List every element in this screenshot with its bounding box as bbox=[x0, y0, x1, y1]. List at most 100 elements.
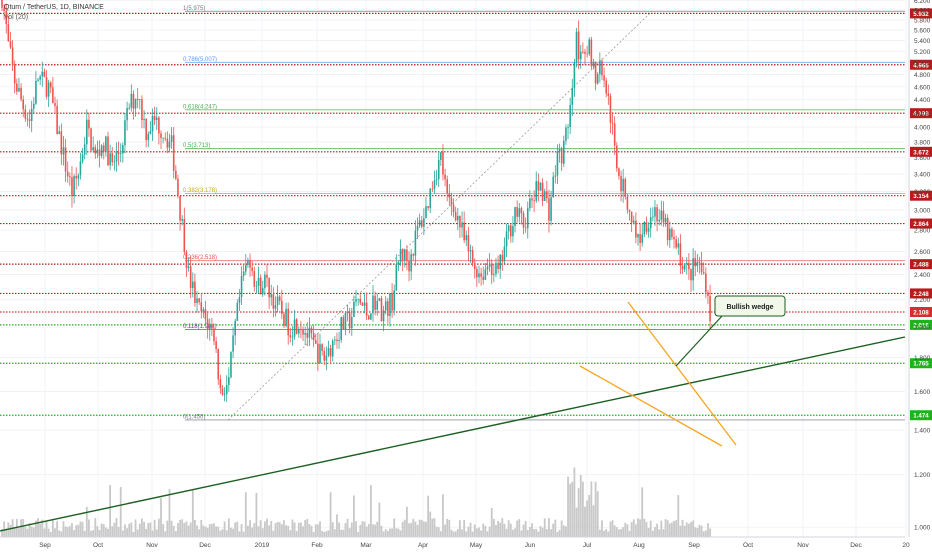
volume-bar bbox=[378, 502, 381, 537]
volume-bar bbox=[558, 530, 561, 537]
volume-bar bbox=[96, 526, 99, 537]
candle-body bbox=[529, 198, 531, 209]
candle-body bbox=[654, 207, 656, 217]
candle-body bbox=[620, 176, 622, 192]
volume-bar bbox=[645, 521, 648, 537]
candle-body bbox=[185, 252, 188, 269]
volume-bar bbox=[492, 518, 495, 537]
candle-body bbox=[694, 258, 697, 267]
candle-body bbox=[56, 105, 58, 134]
candle-body bbox=[660, 210, 663, 220]
candle-body bbox=[584, 51, 586, 54]
candle-body bbox=[685, 262, 688, 265]
x-tick-label: Jul bbox=[583, 542, 592, 549]
candle-body bbox=[692, 258, 694, 281]
volume-bar bbox=[41, 519, 44, 537]
candle-body bbox=[64, 147, 67, 172]
candle-body bbox=[397, 261, 400, 265]
candle-body bbox=[107, 136, 109, 166]
volume-bar bbox=[662, 529, 665, 537]
candle-body bbox=[162, 137, 164, 139]
volume-bar bbox=[702, 531, 705, 537]
volume-bar bbox=[230, 527, 232, 537]
candle-body bbox=[272, 294, 275, 309]
volume-bar bbox=[412, 518, 415, 537]
candle-body bbox=[245, 265, 247, 272]
volume-bar bbox=[660, 520, 663, 537]
volume-indicator-label[interactable]: Vol (20) bbox=[4, 14, 29, 21]
candle-body bbox=[478, 273, 480, 278]
candle-body bbox=[58, 131, 61, 134]
volume-bar bbox=[221, 529, 224, 537]
candle-body bbox=[128, 107, 130, 109]
volume-bar bbox=[348, 528, 351, 537]
candle-body bbox=[130, 93, 133, 108]
candle-body bbox=[351, 317, 353, 329]
candle-body bbox=[590, 39, 593, 67]
candle-body bbox=[217, 348, 220, 380]
candle-body bbox=[266, 274, 268, 278]
candle-body bbox=[261, 288, 264, 295]
candle-body bbox=[359, 298, 362, 304]
volume-bar bbox=[104, 527, 107, 537]
volume-bar bbox=[75, 525, 78, 537]
candle-body bbox=[389, 293, 391, 316]
candle-body bbox=[251, 267, 253, 272]
candle-body bbox=[236, 302, 239, 321]
volume-bar bbox=[138, 523, 141, 537]
x-tick-label: Feb bbox=[311, 542, 323, 549]
candle-body bbox=[518, 208, 521, 217]
candle-body bbox=[705, 273, 707, 293]
candle-body bbox=[677, 243, 680, 248]
volume-bar bbox=[598, 529, 601, 537]
volume-bar bbox=[179, 519, 181, 537]
candle-body bbox=[100, 145, 103, 156]
y-tick-label: 1.200 bbox=[914, 472, 931, 479]
candle-body bbox=[378, 298, 381, 301]
volume-bar bbox=[117, 526, 120, 537]
volume-bar bbox=[520, 530, 523, 537]
candle-body bbox=[465, 235, 468, 241]
candle-body bbox=[639, 234, 641, 243]
candle-body bbox=[270, 294, 273, 298]
candle-body bbox=[404, 249, 406, 261]
candle-body bbox=[26, 118, 29, 120]
candle-body bbox=[658, 219, 660, 222]
volume-bar bbox=[545, 529, 548, 537]
candle-body bbox=[69, 176, 71, 178]
candle-body bbox=[170, 135, 173, 142]
volume-bar bbox=[531, 523, 533, 537]
volume-bar bbox=[60, 531, 63, 537]
candle-body bbox=[232, 335, 234, 352]
candle-body bbox=[531, 198, 533, 201]
volume-bar bbox=[166, 520, 169, 537]
volume-bar bbox=[611, 520, 614, 537]
volume-bar bbox=[268, 525, 271, 537]
candle-body bbox=[45, 77, 48, 97]
volume-bar bbox=[5, 528, 8, 537]
volume-bar bbox=[187, 525, 190, 537]
candle-body bbox=[569, 104, 571, 128]
volume-bar bbox=[391, 528, 393, 537]
candle-body bbox=[681, 266, 684, 270]
candle-body bbox=[577, 31, 580, 60]
volume-bar bbox=[9, 524, 12, 537]
candle-body bbox=[669, 228, 671, 241]
candle-body bbox=[259, 277, 262, 295]
volume-bar bbox=[126, 528, 128, 537]
volume-bar bbox=[100, 523, 103, 537]
candle-body bbox=[563, 140, 565, 164]
candle-body bbox=[431, 188, 434, 190]
volume-bar bbox=[380, 525, 383, 537]
volume-bar bbox=[244, 492, 247, 537]
candle-body bbox=[319, 344, 321, 364]
volume-bar bbox=[548, 518, 550, 537]
volume-bar bbox=[592, 505, 595, 537]
volume-bar bbox=[200, 520, 203, 537]
candle-body bbox=[565, 127, 567, 141]
candle-body bbox=[348, 312, 351, 329]
candle-body bbox=[601, 60, 603, 76]
candle-body bbox=[656, 207, 658, 222]
